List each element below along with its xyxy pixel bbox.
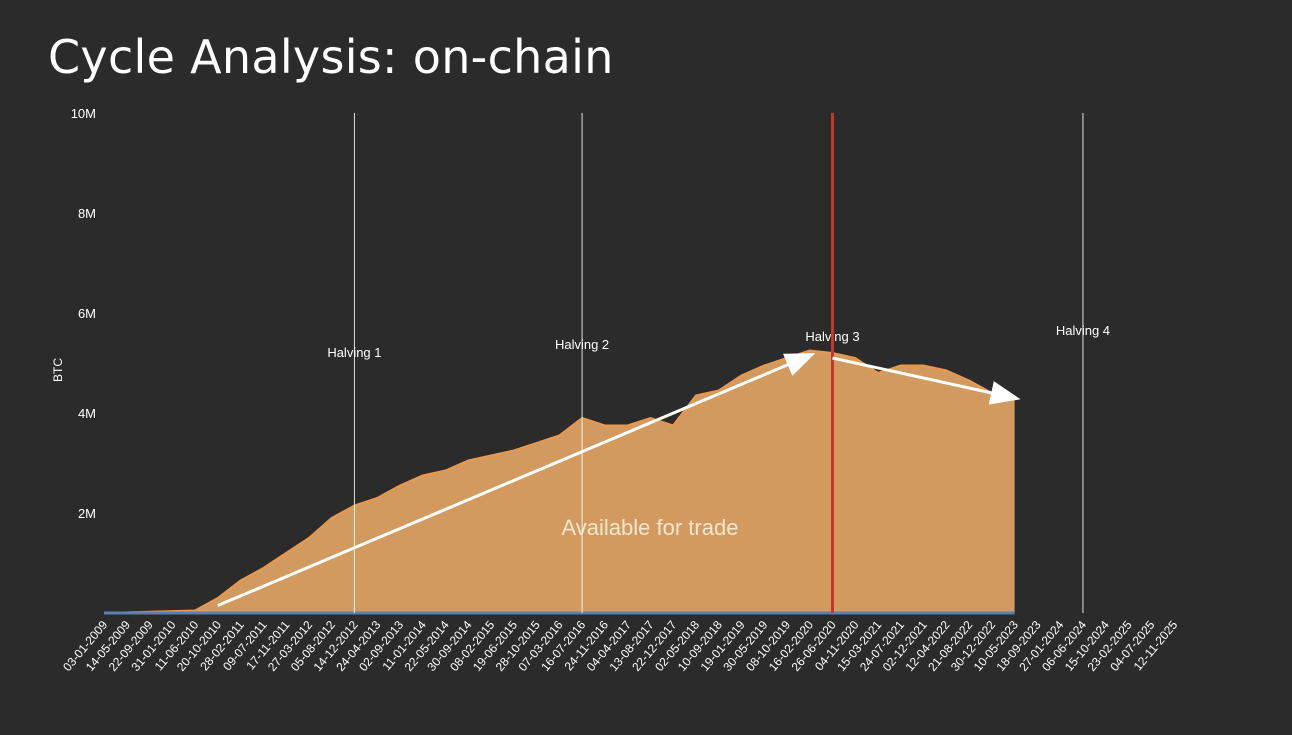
y-tick-6M: 6M — [78, 306, 96, 321]
y-tick-8M: 8M — [78, 206, 96, 221]
area-series-0 — [104, 350, 1015, 613]
trend-arrow-2 — [832, 356, 1021, 405]
halving-2-label: Halving 2 — [555, 337, 609, 352]
y-tick-10M: 10M — [71, 106, 96, 121]
halving-1-label: Halving 1 — [327, 345, 381, 360]
area-series-edge-0 — [103, 349, 1015, 614]
area-label: Available for trade — [562, 515, 739, 540]
y-axis-title: BTC — [51, 358, 65, 382]
slide-title: Cycle Analysis: on-chain — [48, 30, 614, 84]
trend-arrow-1 — [217, 353, 816, 607]
halving-4-label: Halving 4 — [1056, 323, 1110, 338]
y-tick-2M: 2M — [78, 506, 96, 521]
y-tick-4M: 4M — [78, 406, 96, 421]
